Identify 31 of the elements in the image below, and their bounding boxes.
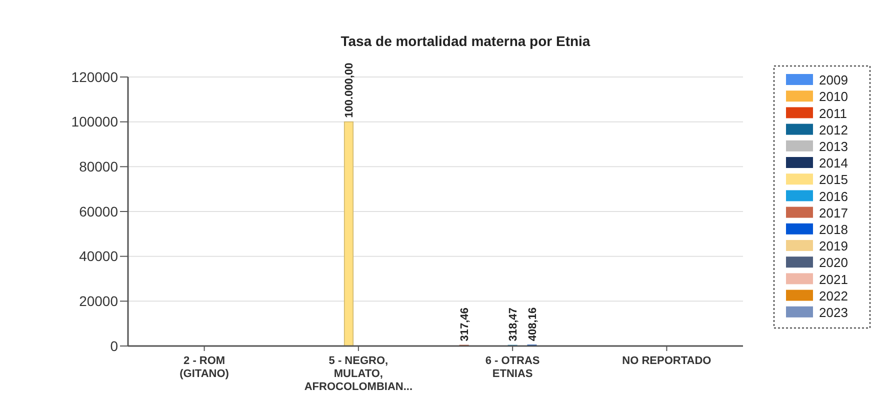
data-label: 318,47 [508,308,520,342]
data-label: 100.000,00 [344,62,356,118]
y-tick-label: 60000 [79,203,118,220]
x-tick-label: 6 - OTRAS ETNIAS [485,355,540,380]
legend-label: 2022 [819,288,848,304]
legend-label: 2016 [819,188,848,204]
legend-label: 2010 [819,89,848,104]
legend-label: 2014 [819,156,848,171]
legend-label: 2012 [819,122,848,138]
legend-label: 2023 [819,304,848,320]
legend-label: 2018 [819,222,848,237]
legend-label: 2021 [819,272,848,287]
y-tick-label: 20000 [79,293,118,310]
legend-label: 2009 [819,72,848,88]
x-tick-label: NO REPORTADO [622,355,712,367]
legend-label: 2017 [819,205,848,220]
y-tick-label: 100000 [71,114,118,130]
y-tick-label: 80000 [79,158,118,175]
y-tick-label: 0 [110,338,118,354]
legend-label: 2020 [819,255,848,270]
x-tick-label: 2 - ROM (GITANO) [180,355,230,380]
x-tick-label: 5 - NEGRO, MULATO, AFROCOLOMBIAN... [304,355,413,393]
data-label: 408,16 [526,307,539,342]
legend-label: 2015 [819,172,848,188]
y-tick-label: 120000 [71,68,118,85]
data-label: 317,46 [459,308,472,342]
legend-label: 2019 [819,238,848,254]
chart-title: Tasa de mortalidad materna por Etnia [340,33,590,49]
y-tick-label: 40000 [79,248,118,264]
legend-label: 2011 [819,106,847,121]
legend-label: 2013 [819,138,848,154]
